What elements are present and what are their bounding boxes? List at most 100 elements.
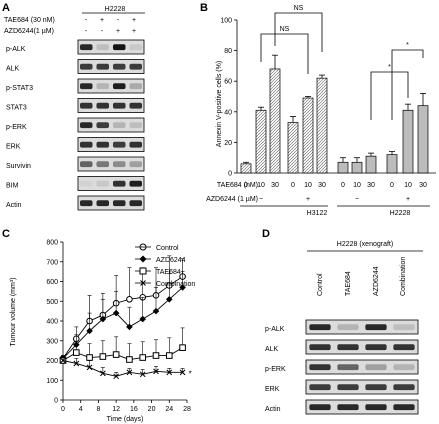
panel-a-treat1-label: TAE684 (30 nM) [4, 17, 55, 24]
series-line-control [62, 276, 183, 359]
band [112, 63, 126, 70]
sig-bracket-1 [260, 33, 309, 74]
band [393, 364, 415, 371]
y-tick-label: 0 [54, 398, 58, 405]
band [79, 161, 93, 168]
band [309, 384, 331, 391]
blot-label-p-erk: p-ERK [6, 124, 27, 131]
band [96, 63, 110, 70]
blot-label-actin: Actin [265, 406, 281, 413]
band [365, 364, 387, 371]
band [79, 122, 93, 129]
legend-marker-azd6244 [139, 255, 147, 263]
blot-alk [77, 59, 145, 74]
point [126, 323, 133, 331]
blot-erk [305, 379, 419, 395]
panel-c-chart: 0 100 200 300 400 500 600 700 800 0 4 8 12 16 20 24 28 * [46, 240, 191, 414]
band [365, 344, 387, 351]
treat1-tick: 0 [291, 182, 295, 189]
treat2-sign: − [259, 196, 263, 203]
band [337, 344, 359, 351]
blot-label-p-stat3: p-STAT3 [6, 85, 33, 92]
panel-d-blots: p-ALK ALK p-ERK ERK Actin [265, 319, 419, 415]
point [152, 307, 160, 315]
sign: - [85, 17, 88, 24]
blot-label-p-alk: p-ALK [6, 46, 26, 53]
y-tick-label: 800 [46, 240, 58, 247]
band [79, 83, 93, 90]
blot-label-actin: Actin [6, 202, 22, 209]
sig-bracket-3 [370, 71, 409, 120]
band [112, 44, 126, 51]
legend-marker-tae684 [139, 267, 147, 275]
band [96, 83, 110, 90]
y-tick-label: 100 [220, 18, 232, 25]
band [393, 324, 415, 331]
y-tick-label: 40 [224, 109, 232, 116]
panel-c-label: C [2, 228, 10, 240]
point [112, 309, 120, 317]
bar [287, 122, 299, 174]
blot-actin [305, 399, 419, 415]
point [153, 368, 159, 375]
y-tick-label: 200 [46, 358, 58, 365]
band [112, 200, 126, 207]
band [96, 141, 110, 148]
bar [269, 68, 281, 174]
legend-combination: Combination [156, 281, 195, 288]
point [73, 360, 80, 367]
legend-control: Control [156, 245, 179, 252]
treat1-tick: 10 [353, 182, 361, 189]
band [365, 404, 387, 411]
series-line-combination [62, 360, 183, 377]
treat1-tick: 10 [404, 182, 412, 189]
sig-bracket-2-label: NS [294, 5, 304, 12]
y-tick-label: 60 [224, 79, 232, 86]
panel-b-label: B [200, 2, 208, 14]
blot-label-erk: ERK [6, 144, 21, 151]
band [337, 384, 359, 391]
band [96, 161, 110, 168]
band [79, 180, 93, 187]
band [309, 324, 331, 331]
treat1-tick: 0 [341, 182, 345, 189]
band [79, 63, 93, 70]
treat1-tick: 0 [390, 182, 394, 189]
panel-c-legend: Control AZD6244 TAE684 Combination [135, 243, 195, 288]
band [112, 180, 126, 187]
panel-a-label: A [2, 2, 10, 14]
band [129, 122, 143, 129]
band [309, 344, 331, 351]
blot-label-p-erk: p-ERK [265, 366, 286, 373]
band [365, 324, 387, 331]
point [165, 295, 173, 303]
panel-b-ylabel: Annexin V-positive cells (%) [216, 61, 223, 147]
band [129, 63, 143, 70]
blot-label-stat3: STAT3 [6, 105, 27, 112]
panel-a-treat2-label: AZD6244(1 µM) [4, 28, 54, 35]
band [337, 324, 359, 331]
y-tick-label: 80 [224, 48, 232, 55]
treat1-tick: 30 [419, 182, 427, 189]
legend-azd6244: AZD6244 [156, 257, 186, 264]
sig-bracket-4-label: * [406, 42, 409, 49]
panel-d-title: H2228 (xenograft) [337, 241, 393, 248]
point [100, 370, 106, 377]
sig-bracket-2 [274, 12, 323, 52]
band [96, 102, 110, 109]
band [112, 102, 126, 109]
blot-label-alk: ALK [265, 346, 279, 353]
band [112, 141, 126, 148]
panel-d-col-tae684: TAE684 [345, 271, 352, 296]
sign: + [100, 17, 104, 24]
point [60, 357, 66, 364]
band [129, 83, 143, 90]
panel-d-col-azd6244: AZD6244 [373, 266, 380, 296]
blot-p-alk [77, 39, 145, 55]
panel-a-cell-line: H2228 [105, 6, 126, 13]
x-tick-label: 16 [130, 406, 138, 413]
band [129, 161, 143, 168]
bar [302, 97, 314, 174]
panel-d-col-combination: Combination [400, 257, 407, 296]
